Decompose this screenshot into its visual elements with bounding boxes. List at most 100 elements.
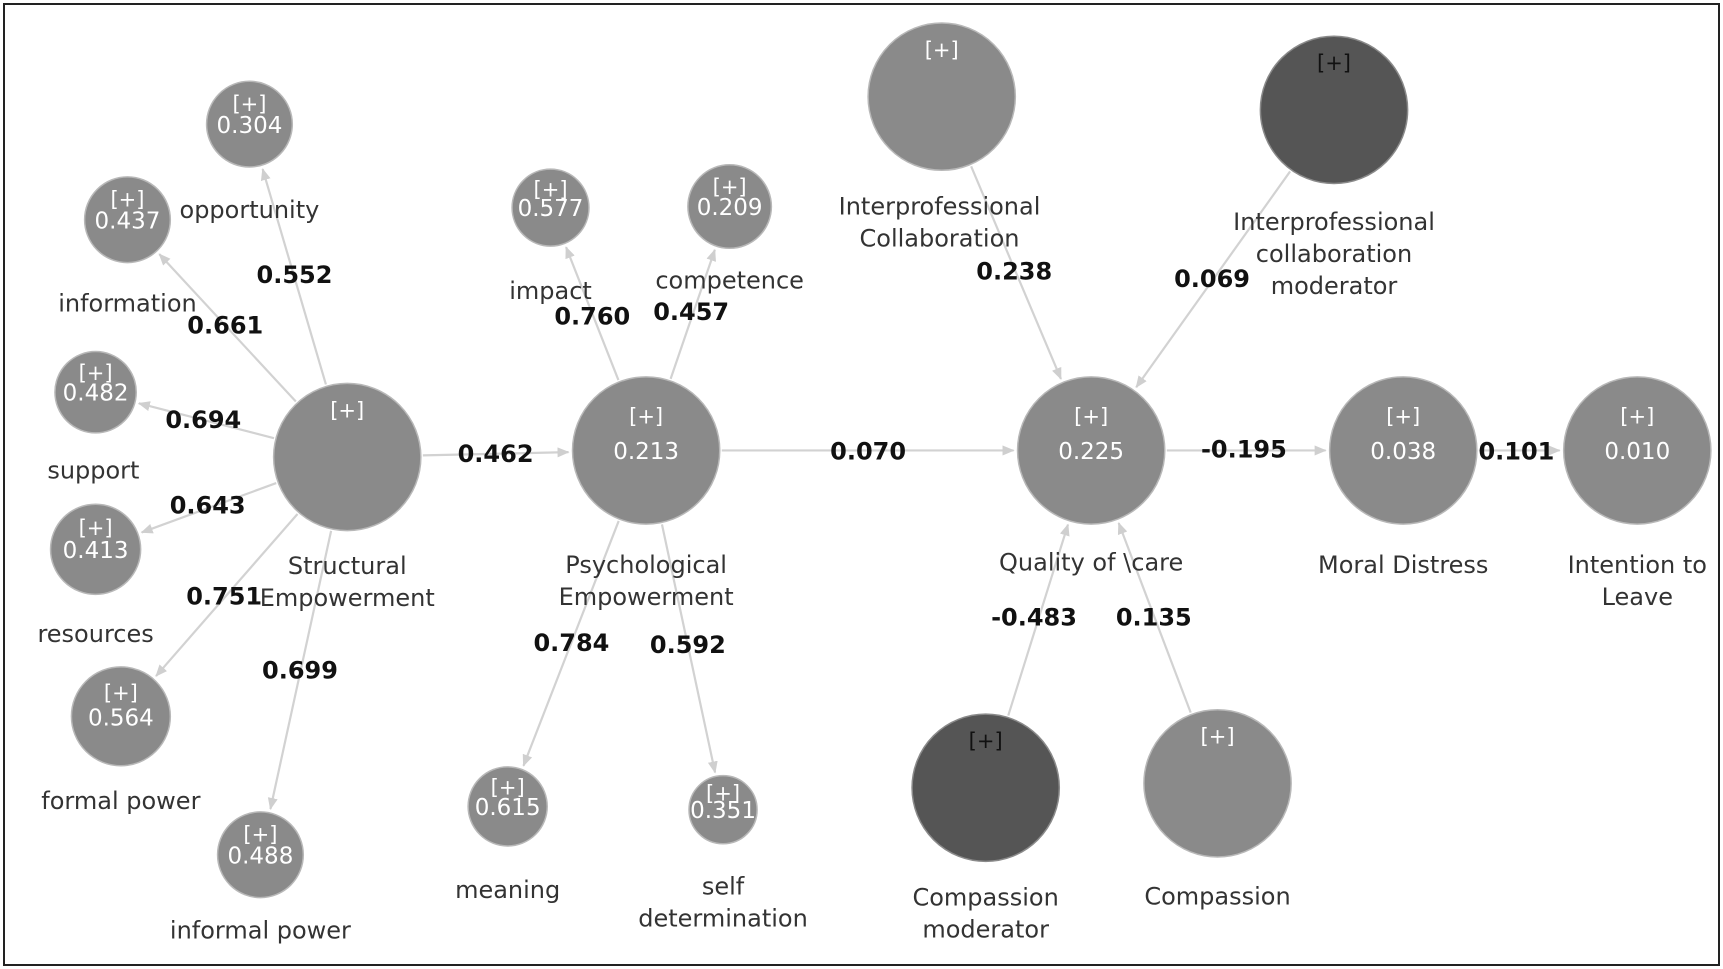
edge-structural-empowerment-to-resources — [140, 482, 277, 534]
path-coefficient-interprofessional-collaboration-to-quality-of-care: 0.238 — [976, 257, 1052, 285]
edge-structural-empowerment-to-support — [137, 401, 275, 440]
path-coefficient-psychological-empowerment-to-quality-of-care: 0.070 — [830, 438, 906, 466]
node-impact[interactable]: [+]0.577 — [511, 168, 590, 247]
edge-interprofessional-collaboration-to-quality-of-care — [970, 165, 1062, 380]
interprofessional-collaboration-expand-toggle[interactable]: [+] — [925, 38, 959, 62]
competence-circle[interactable] — [687, 164, 773, 250]
path-coefficient-psychological-empowerment-to-impact: 0.760 — [554, 303, 630, 331]
node-quality-of-care[interactable]: [+] 0.225 — [1016, 376, 1166, 525]
support-expand-toggle[interactable]: [+] — [79, 361, 113, 385]
node-intention-to-leave[interactable]: [+] 0.010 — [1562, 376, 1712, 525]
structural-empowerment-expand-toggle[interactable]: [+] — [330, 398, 364, 422]
quality-of-care-expand-toggle[interactable]: [+] — [1074, 404, 1108, 428]
path-coefficient-moral-distress-to-intention-to-leave: 0.101 — [1478, 438, 1554, 466]
intention-to-leave-label-line-1: Intention to — [1568, 551, 1707, 579]
psychological-empowerment-expand-toggle[interactable]: [+] — [629, 404, 663, 428]
self-determination-r-squared: 0.351 — [690, 798, 756, 824]
informal-power-label-line-1: informal power — [170, 917, 351, 945]
information-r-squared: 0.437 — [95, 208, 161, 234]
psychological-empowerment-label-line-2: Empowerment — [559, 583, 734, 611]
intention-to-leave-expand-toggle[interactable]: [+] — [1620, 404, 1654, 428]
node-competence[interactable]: [+]0.209 — [687, 164, 773, 250]
node-compassion[interactable]: [+] — [1143, 708, 1292, 858]
opportunity-r-squared: 0.304 — [217, 113, 283, 139]
self-determination-circle[interactable] — [688, 774, 758, 845]
support-circle[interactable] — [54, 350, 138, 434]
formal-power-circle[interactable] — [70, 666, 172, 767]
informal-power-circle[interactable] — [216, 811, 305, 899]
self-determination-expand-toggle[interactable]: [+] — [706, 781, 740, 805]
competence-expand-toggle[interactable]: [+] — [713, 175, 747, 199]
intention-to-leave-r-squared: 0.010 — [1604, 439, 1670, 465]
path-coefficient-structural-empowerment-to-formal-power: 0.751 — [186, 583, 262, 611]
interprofessional-collaboration-moderator-circle[interactable] — [1259, 35, 1409, 185]
interprofessional-collaboration-circle[interactable] — [867, 22, 1017, 172]
quality-of-care-label-line-1: Quality of \care — [999, 549, 1183, 577]
impact-expand-toggle[interactable]: [+] — [534, 177, 568, 201]
self-determination-label-line-1: self — [702, 873, 745, 901]
node-interprofessional-collaboration[interactable]: [+] — [867, 22, 1017, 172]
meaning-circle[interactable] — [467, 766, 548, 847]
node-information[interactable]: [+]0.437 — [83, 176, 172, 264]
node-support[interactable]: [+]0.482 — [54, 350, 138, 434]
interprofessional-collaboration-moderator-expand-toggle[interactable]: [+] — [1317, 51, 1351, 75]
edge-structural-empowerment-to-opportunity — [260, 168, 327, 385]
intention-to-leave-circle[interactable] — [1562, 376, 1712, 525]
resources-circle[interactable] — [49, 503, 142, 596]
node-psychological-empowerment[interactable]: [+] 0.213 — [571, 376, 721, 525]
path-coefficient-structural-empowerment-to-information: 0.661 — [187, 311, 263, 339]
information-circle[interactable] — [83, 176, 172, 264]
interprofessional-collaboration-label-line-1: Interprofessional — [839, 193, 1041, 221]
node-formal-power[interactable]: [+]0.564 — [70, 666, 172, 767]
compassion-label-line-1: Compassion — [1144, 883, 1290, 911]
labels-layer: 0.552 0.661 0.694 0.643 0.751 0.699 0.462 0.760… — [37, 193, 1707, 945]
resources-expand-toggle[interactable]: [+] — [79, 516, 113, 540]
path-coefficient-quality-of-care-to-moral-distress: -0.195 — [1201, 435, 1287, 463]
opportunity-circle[interactable] — [205, 80, 294, 168]
node-informal-power[interactable]: [+]0.488 — [216, 811, 305, 899]
quality-of-care-circle[interactable] — [1016, 376, 1166, 525]
formal-power-expand-toggle[interactable]: [+] — [104, 681, 138, 705]
node-interprofessional-collaboration-moderator[interactable]: [+] — [1259, 35, 1409, 185]
path-coefficient-structural-empowerment-to-support: 0.694 — [165, 406, 241, 434]
moral-distress-expand-toggle[interactable]: [+] — [1386, 404, 1420, 428]
path-coefficient-psychological-empowerment-to-self-determination: 0.592 — [650, 631, 726, 659]
node-opportunity[interactable]: [+]0.304 — [205, 80, 294, 168]
compassion-moderator-label-line-2: moderator — [922, 916, 1049, 944]
moral-distress-label-line-1: Moral Distress — [1318, 551, 1488, 579]
meaning-r-squared: 0.615 — [475, 795, 541, 821]
interprofessional-collaboration-moderator-label-line-2: collaboration — [1256, 240, 1412, 268]
edge-structural-empowerment-to-information — [158, 253, 297, 403]
edge-compassion-moderator-to-quality-of-care — [1007, 523, 1070, 716]
node-structural-empowerment[interactable]: [+] — [272, 382, 422, 532]
path-coefficient-psychological-empowerment-to-meaning: 0.784 — [533, 629, 609, 657]
compassion-moderator-circle[interactable] — [911, 713, 1061, 863]
interprofessional-collaboration-moderator-label-line-1: Interprofessional — [1233, 208, 1435, 236]
information-expand-toggle[interactable]: [+] — [110, 187, 144, 211]
informal-power-expand-toggle[interactable]: [+] — [243, 822, 277, 846]
competence-r-squared: 0.209 — [697, 195, 763, 221]
node-compassion-moderator[interactable]: [+] — [911, 713, 1061, 863]
opportunity-expand-toggle[interactable]: [+] — [232, 92, 266, 116]
opportunity-label-line-1: opportunity — [180, 196, 320, 224]
edge-structural-empowerment-to-informal-power — [267, 530, 333, 810]
compassion-expand-toggle[interactable]: [+] — [1201, 725, 1235, 749]
node-self-determination[interactable]: [+]0.351 — [688, 774, 758, 845]
interprofessional-collaboration-moderator-label-line-3: moderator — [1271, 272, 1398, 300]
structural-empowerment-label-line-1: Structural — [288, 552, 407, 580]
impact-circle[interactable] — [511, 168, 590, 247]
meaning-expand-toggle[interactable]: [+] — [491, 776, 525, 800]
diagram-frame — [3, 3, 1720, 966]
node-moral-distress[interactable]: [+] 0.038 — [1328, 376, 1478, 525]
edge-compassion-to-quality-of-care — [1117, 522, 1192, 714]
path-coefficient-interprofessional-collaboration-moderator-to-quality-of-care: 0.069 — [1174, 265, 1250, 293]
node-meaning[interactable]: [+]0.615 — [467, 766, 548, 847]
psychological-empowerment-circle[interactable] — [571, 376, 721, 525]
moral-distress-circle[interactable] — [1328, 376, 1478, 525]
structural-empowerment-circle[interactable] — [272, 382, 422, 532]
node-resources[interactable]: [+]0.413 — [49, 503, 142, 596]
compassion-moderator-expand-toggle[interactable]: [+] — [969, 729, 1003, 753]
compassion-circle[interactable] — [1143, 708, 1292, 858]
impact-label-line-1: impact — [509, 277, 592, 305]
